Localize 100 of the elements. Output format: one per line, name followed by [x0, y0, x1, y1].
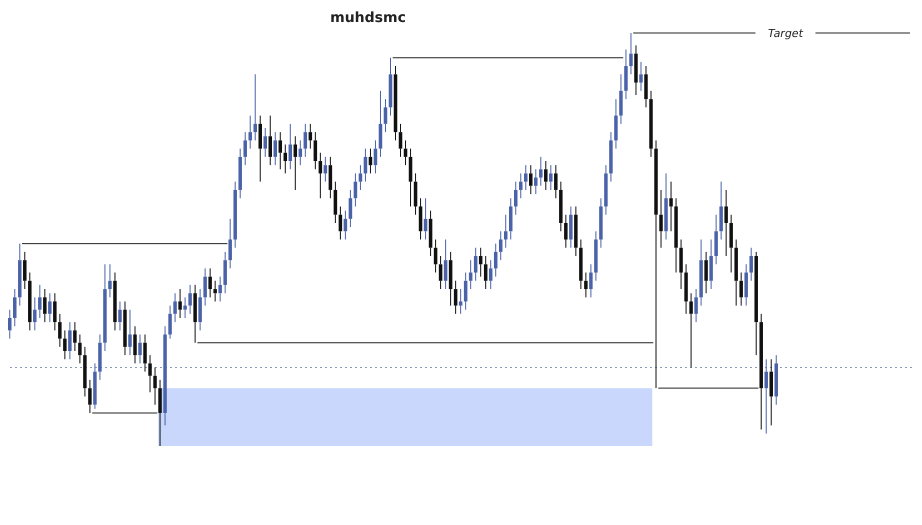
candlestick — [274, 132, 278, 166]
candlestick — [624, 49, 628, 100]
candlestick — [734, 239, 738, 306]
candlestick — [418, 198, 422, 240]
candlestick — [404, 140, 408, 166]
candlestick — [78, 334, 82, 364]
candlestick — [93, 362, 97, 410]
candlestick — [579, 239, 583, 290]
candlestick — [308, 123, 312, 150]
candlestick — [33, 296, 37, 331]
candlestick — [388, 57, 392, 116]
candlestick — [554, 164, 558, 199]
candlestick — [324, 156, 328, 182]
candlestick — [338, 206, 342, 240]
candlestick — [764, 358, 768, 434]
candlestick — [408, 148, 412, 207]
candlestick — [724, 189, 728, 257]
candlestick — [484, 256, 488, 290]
candlestick — [559, 181, 563, 232]
candlestick — [599, 198, 603, 248]
candlestick — [444, 239, 448, 290]
candlestick — [464, 272, 468, 310]
candlestick — [468, 260, 472, 290]
candlestick — [8, 309, 12, 340]
candlestick — [769, 358, 773, 426]
candlestick — [674, 198, 678, 274]
candlestick — [138, 334, 142, 364]
candlestick — [498, 230, 502, 261]
candlestick — [524, 164, 528, 190]
candlestick — [478, 247, 482, 278]
candlestick — [529, 164, 533, 195]
candlestick — [294, 136, 298, 190]
candlestick — [278, 132, 282, 170]
candlestick — [88, 379, 92, 414]
candlestick — [238, 148, 242, 199]
candlestick — [534, 168, 538, 195]
candlestick — [268, 115, 272, 166]
candlestick — [113, 272, 117, 331]
candlestick — [148, 354, 152, 393]
candlestick — [669, 181, 673, 232]
candlestick — [704, 251, 708, 294]
candlestick — [163, 326, 167, 426]
candlestick — [514, 181, 518, 216]
candlestick — [248, 115, 252, 150]
candlestick — [594, 230, 598, 282]
candlestick — [604, 164, 608, 216]
candlestick — [639, 61, 643, 92]
candlestick — [714, 214, 718, 265]
candlestick — [188, 284, 192, 314]
candlestick — [133, 326, 137, 364]
candlestick — [428, 210, 432, 257]
candlestick — [398, 123, 402, 158]
candlestick — [284, 144, 288, 174]
candlestick — [48, 292, 52, 323]
candlestick — [719, 181, 723, 240]
candlestick — [168, 305, 172, 340]
candlestick — [589, 264, 593, 298]
candlestick — [153, 367, 157, 406]
candlestick — [664, 172, 668, 240]
candlestick — [494, 243, 498, 278]
candlestick — [709, 239, 713, 290]
candlestick — [448, 251, 452, 306]
candlestick — [644, 66, 648, 108]
candlestick — [314, 132, 318, 170]
candlestick — [233, 181, 237, 248]
candlestick — [749, 247, 753, 282]
candlestick — [298, 140, 302, 166]
candlestick — [258, 115, 262, 182]
candlestick — [539, 156, 543, 186]
candlestick — [193, 284, 197, 344]
candlestick — [38, 284, 42, 318]
candlestick — [53, 292, 57, 331]
candlestick — [183, 296, 187, 318]
candlestick — [344, 210, 348, 240]
candlestick — [774, 354, 778, 406]
candlestick — [208, 268, 212, 298]
candlestick — [504, 214, 508, 248]
candlestick — [414, 172, 418, 216]
candlestick — [253, 74, 257, 141]
candlestick — [288, 123, 292, 170]
candlestick — [354, 172, 358, 207]
candlestick — [744, 264, 748, 306]
candlestick — [564, 214, 568, 248]
candlestick — [654, 140, 658, 389]
candlestick — [424, 198, 428, 240]
candlestick — [18, 243, 22, 306]
candlestick — [118, 300, 122, 331]
candlestick — [243, 132, 247, 166]
candlestick — [128, 309, 132, 356]
candlestick — [544, 160, 548, 190]
candlestick — [304, 123, 308, 158]
candlestick — [143, 334, 147, 372]
candlestick — [348, 189, 352, 228]
ref-line-label: Target — [768, 27, 804, 40]
candlestick — [13, 288, 17, 327]
candlestick — [759, 313, 763, 430]
candlestick — [584, 272, 588, 298]
candlestick — [434, 239, 438, 274]
candlestick — [73, 322, 77, 352]
candlestick — [458, 288, 462, 314]
